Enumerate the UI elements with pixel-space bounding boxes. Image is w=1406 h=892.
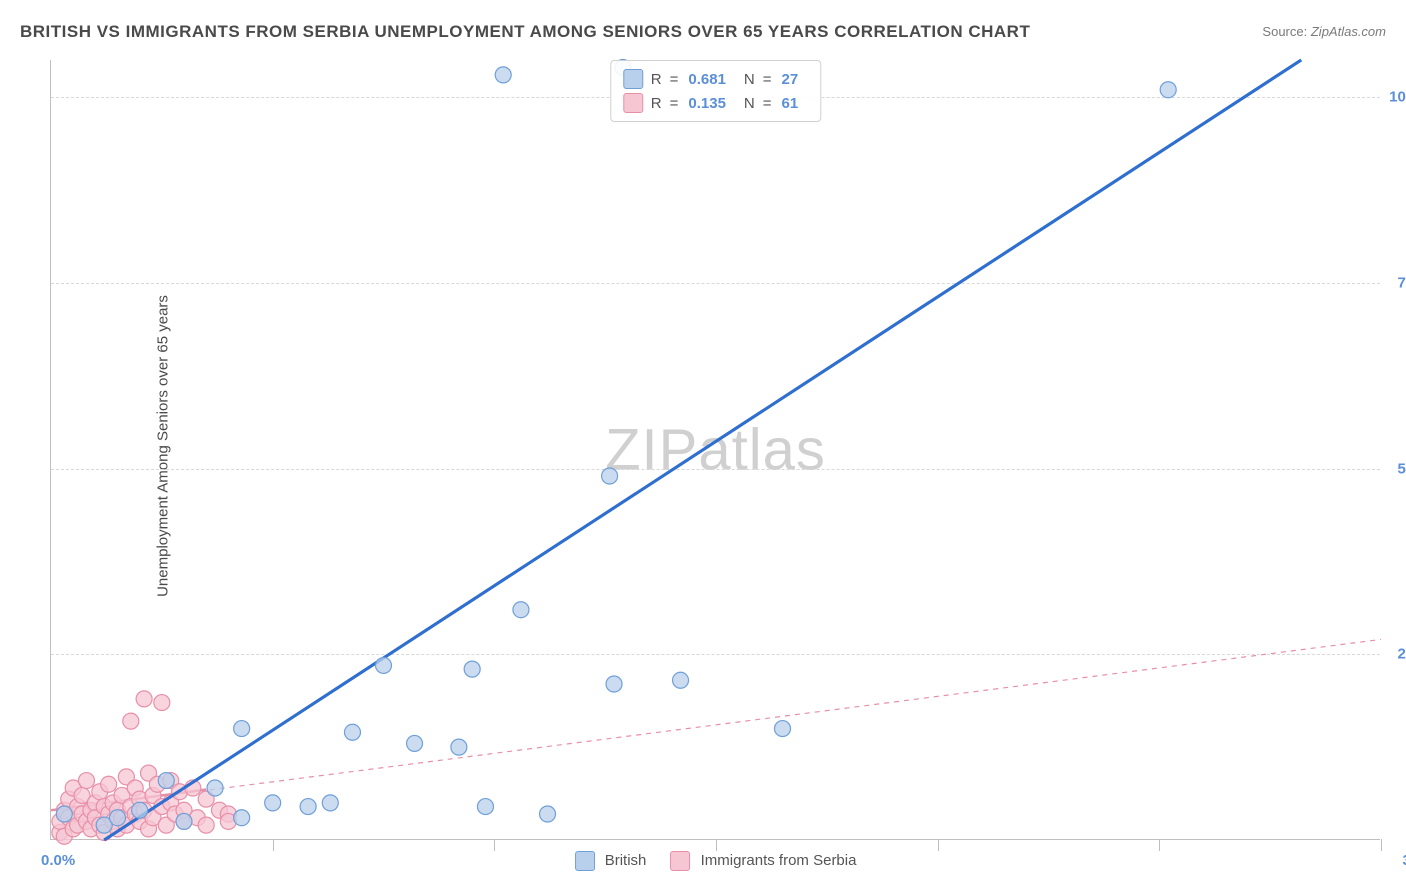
equals-sign: = xyxy=(763,71,772,88)
source-attribution: Source: ZipAtlas.com xyxy=(1262,24,1386,39)
chart-plot-area: ZIPatlas 25.0%50.0%75.0%100.0% R = 0.681… xyxy=(50,60,1380,840)
legend-label-british: British xyxy=(605,852,647,869)
equals-sign: = xyxy=(763,95,772,112)
x-axis-max-label: 30.0% xyxy=(1402,852,1406,869)
n-value-british: 27 xyxy=(782,71,799,88)
r-label: R xyxy=(651,95,662,112)
source-value: ZipAtlas.com xyxy=(1311,24,1386,39)
n-value-serbia: 61 xyxy=(782,95,799,112)
y-tick-label: 50.0% xyxy=(1397,460,1406,477)
y-tick-label: 100.0% xyxy=(1389,89,1406,106)
legend-label-serbia: Immigrants from Serbia xyxy=(701,852,857,869)
r-value-serbia: 0.135 xyxy=(688,95,726,112)
n-label: N xyxy=(744,71,755,88)
scatter-plot-svg xyxy=(51,60,1380,839)
legend-item-british: British xyxy=(575,851,647,871)
y-tick-label: 75.0% xyxy=(1397,274,1406,291)
legend-swatch-serbia xyxy=(623,93,643,113)
correlation-row-serbia: R = 0.135 N = 61 xyxy=(623,91,808,115)
r-value-british: 0.681 xyxy=(688,71,726,88)
x-axis-origin-label: 0.0% xyxy=(41,852,75,869)
legend-swatch-british xyxy=(623,69,643,89)
equals-sign: = xyxy=(670,71,679,88)
source-label: Source: xyxy=(1262,24,1307,39)
n-label: N xyxy=(744,95,755,112)
equals-sign: = xyxy=(670,95,679,112)
series-legend: British Immigrants from Serbia xyxy=(575,851,857,871)
y-tick-label: 25.0% xyxy=(1397,646,1406,663)
legend-swatch-icon xyxy=(670,851,690,871)
chart-title: BRITISH VS IMMIGRANTS FROM SERBIA UNEMPL… xyxy=(20,22,1030,42)
correlation-legend: R = 0.681 N = 27 R = 0.135 N = 61 xyxy=(610,60,821,122)
legend-item-serbia: Immigrants from Serbia xyxy=(670,851,856,871)
correlation-row-british: R = 0.681 N = 27 xyxy=(623,67,808,91)
legend-swatch-icon xyxy=(575,851,595,871)
r-label: R xyxy=(651,71,662,88)
